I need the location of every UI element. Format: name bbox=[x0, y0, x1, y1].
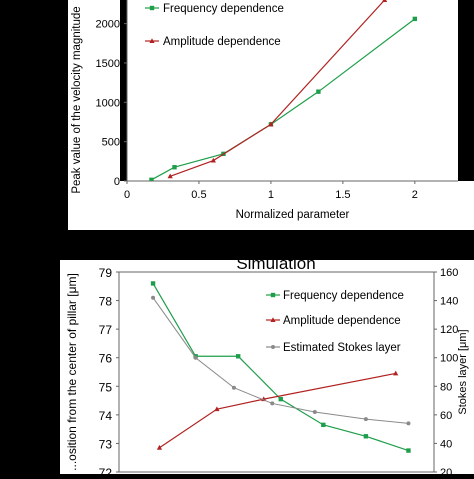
top-chart-panel: 0 500 1000 1500 2000 0 0.5 1 1.5 2 Normalized para… bbox=[0, 0, 474, 230]
bottom-y2-tick-label: 40 bbox=[440, 438, 452, 450]
bottom-series-1-point bbox=[156, 444, 163, 450]
top-y-tick-label: 500 bbox=[102, 137, 120, 149]
bottom-series-0-point bbox=[321, 422, 326, 428]
bottom-y-tick-label: 78 bbox=[99, 295, 113, 309]
bottom-series-0-point bbox=[278, 396, 283, 402]
bottom-y-tick-label: 76 bbox=[99, 352, 113, 366]
bottom-y2-tick-label: 120 bbox=[440, 324, 458, 336]
bottom-y-tick-label: 72 bbox=[99, 466, 113, 474]
bottom-chart-title: Simulation bbox=[236, 254, 315, 273]
top-x-tick-label: 2 bbox=[412, 189, 418, 201]
bottom-legend-label-1: Amplitude dependence bbox=[283, 315, 401, 327]
top-series-0-point bbox=[412, 16, 418, 22]
bottom-series-0-point bbox=[406, 448, 411, 453]
top-xaxis-strip bbox=[100, 181, 474, 230]
top-y-tick-label: 1000 bbox=[96, 97, 120, 109]
bottom-y-tick-label: 75 bbox=[99, 380, 113, 394]
bottom-series-0-point bbox=[363, 434, 369, 439]
bottom-legend-label-0: Frequency dependence bbox=[283, 290, 404, 302]
bottom-legend-label-2: Estimated Stokes layer bbox=[283, 342, 401, 354]
bottom-y-tick-label: 73 bbox=[99, 437, 113, 451]
top-y-tick-label: 0 bbox=[114, 176, 120, 188]
bottom-series-2-point bbox=[231, 385, 236, 390]
bottom-series-2-point bbox=[406, 421, 411, 426]
bottom-series-2-point bbox=[363, 417, 368, 422]
bottom-series-2-point bbox=[151, 295, 156, 300]
top-y-axis-title: Peak value of the velocity magnitude bbox=[71, 6, 83, 193]
top-legend-marker-1 bbox=[149, 38, 155, 43]
top-series-1-point bbox=[382, 0, 388, 2]
top-series-1-point bbox=[210, 157, 216, 163]
bottom-y2-tick-label: 80 bbox=[440, 381, 452, 393]
bottom-y2-tick-label: 160 bbox=[440, 267, 458, 279]
bottom-legend-marker-1 bbox=[270, 317, 276, 322]
top-legend-label-0: Frequency dependence bbox=[163, 3, 284, 15]
bottom-series-line-1 bbox=[159, 372, 396, 449]
top-plot-area bbox=[127, 0, 458, 181]
bottom-y2-tick-label: 140 bbox=[440, 296, 458, 308]
top-x-tick-label: 1.5 bbox=[335, 189, 350, 201]
top-legend-marker-0 bbox=[149, 5, 155, 11]
top-series-0-point bbox=[316, 89, 321, 94]
top-legend-label-1: Amplitude dependence bbox=[163, 36, 281, 48]
bottom-series-2-point bbox=[312, 410, 317, 414]
top-series-1-point bbox=[167, 173, 173, 179]
top-x-axis-title: Normalized parameter bbox=[236, 209, 350, 221]
bottom-legend-marker-0 bbox=[270, 292, 276, 298]
bottom-series-0-point bbox=[235, 354, 241, 359]
bottom-y-tick-label: 79 bbox=[99, 266, 113, 280]
bottom-y2-tick-label: 60 bbox=[440, 410, 452, 422]
bottom-series-1-point bbox=[214, 406, 220, 412]
top-y-tick-label: 1500 bbox=[96, 58, 120, 70]
bottom-y2-axis-title: Stokes layer [μm] bbox=[457, 329, 469, 414]
top-x-tick-label: 0 bbox=[124, 189, 130, 201]
bottom-y2-tick-label: 20 bbox=[440, 467, 452, 474]
top-y-tick-label: 2000 bbox=[96, 19, 120, 31]
top-x-tick-label: 1 bbox=[268, 189, 274, 201]
top-x-tick-label: 0.5 bbox=[191, 189, 206, 201]
bottom-y2-tick-label: 100 bbox=[440, 353, 458, 365]
bottom-y-tick-label: 77 bbox=[99, 323, 113, 337]
bottom-chart: Simulation 72 73 74 75 76 77 78 79 20 40 60 80 100 120… bbox=[60, 254, 474, 479]
bottom-series-2-point bbox=[270, 401, 275, 406]
top-series-1-point bbox=[268, 121, 274, 127]
bottom-series-2-point bbox=[193, 355, 198, 360]
top-series-0-point bbox=[172, 165, 177, 170]
top-series-line-1 bbox=[169, 0, 386, 177]
bottom-series-1-point bbox=[393, 370, 399, 376]
bottom-chart-panel: Simulation 72 73 74 75 76 77 78 79 20 40 60 80 100 120… bbox=[0, 230, 474, 479]
top-series-0-point bbox=[149, 177, 154, 181]
top-series-group bbox=[149, 0, 418, 181]
bottom-legend-marker-2 bbox=[271, 345, 275, 349]
bottom-y-axis-title: ...osition from the center of pillar [μm… bbox=[65, 273, 79, 471]
bottom-series-0-point bbox=[150, 281, 156, 286]
top-chart: 0 500 1000 1500 2000 0 0.5 1 1.5 2 Normalized para… bbox=[68, 0, 474, 230]
bottom-y-tick-label: 74 bbox=[99, 409, 113, 423]
bottom-plot-frame bbox=[118, 271, 435, 473]
